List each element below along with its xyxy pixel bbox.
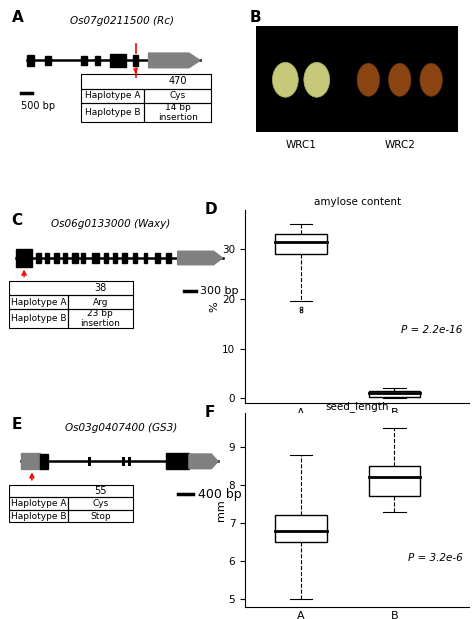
Text: 500 bp: 500 bp (21, 101, 55, 111)
Text: 300 bp: 300 bp (200, 286, 238, 296)
Polygon shape (148, 53, 200, 68)
Bar (64, 253, 67, 264)
Bar (155, 253, 160, 264)
Bar (46, 253, 49, 264)
Bar (68, 497, 133, 510)
Bar (9, 281, 133, 295)
Text: B: B (249, 10, 261, 25)
Text: E: E (12, 417, 22, 432)
Bar (68, 295, 133, 309)
Text: Arg: Arg (92, 298, 108, 306)
Bar (16, 249, 32, 267)
Text: 470: 470 (168, 76, 187, 86)
Bar (275, 516, 327, 542)
Bar (81, 89, 144, 103)
Y-axis label: mm: mm (216, 499, 226, 521)
Bar (369, 391, 420, 397)
Bar (9, 485, 133, 497)
Bar (133, 55, 138, 66)
Bar (9, 295, 68, 309)
Ellipse shape (357, 63, 380, 96)
Ellipse shape (273, 63, 298, 97)
Bar (55, 253, 59, 264)
Bar (144, 253, 147, 264)
Text: Haplotype A: Haplotype A (11, 298, 66, 306)
Bar (95, 56, 100, 65)
Bar (27, 55, 34, 66)
Y-axis label: %: % (210, 301, 219, 312)
Text: P = 2.2e-16: P = 2.2e-16 (401, 324, 463, 335)
Bar (144, 103, 211, 123)
Text: WRC2: WRC2 (384, 140, 415, 150)
Polygon shape (178, 251, 223, 265)
Text: Haplotype B: Haplotype B (11, 511, 66, 521)
Bar (122, 253, 127, 264)
Ellipse shape (420, 63, 442, 96)
Text: 23 bp
insertion: 23 bp insertion (81, 310, 120, 328)
Bar (81, 103, 144, 123)
Title: amylose content: amylose content (314, 197, 401, 207)
Text: D: D (205, 202, 217, 217)
Ellipse shape (389, 63, 411, 96)
Bar (68, 309, 133, 329)
Bar (81, 56, 87, 65)
Bar (36, 253, 41, 264)
Text: Haplotype B: Haplotype B (85, 108, 140, 117)
Text: 400 bp: 400 bp (198, 488, 241, 501)
Bar (81, 74, 211, 89)
Text: 14 bp
insertion: 14 bp insertion (158, 103, 198, 122)
Bar (128, 457, 131, 465)
Bar (46, 56, 51, 65)
Bar (40, 454, 47, 469)
Text: Haplotype B: Haplotype B (11, 314, 66, 323)
Text: Cys: Cys (92, 499, 109, 508)
Bar (9, 309, 68, 329)
Bar (68, 510, 133, 522)
Bar (275, 235, 327, 254)
Title: seed_length: seed_length (325, 400, 389, 412)
Text: 38: 38 (94, 284, 107, 293)
Text: 55: 55 (94, 486, 107, 496)
Bar (81, 253, 85, 264)
Text: Haplotype A: Haplotype A (85, 91, 140, 100)
Bar (113, 253, 117, 264)
Text: Os07g0211500 (Rc): Os07g0211500 (Rc) (70, 16, 173, 26)
Bar (104, 253, 108, 264)
Bar (110, 54, 126, 67)
Bar (256, 25, 458, 132)
Text: A: A (12, 10, 24, 25)
Bar (21, 453, 40, 469)
Ellipse shape (304, 63, 329, 97)
Text: Os03g0407400 (GS3): Os03g0407400 (GS3) (65, 423, 178, 433)
Bar (72, 253, 78, 264)
Bar (88, 457, 91, 465)
Text: F: F (205, 405, 215, 420)
Bar (166, 253, 171, 264)
Text: Cys: Cys (170, 91, 186, 100)
Bar (166, 453, 189, 469)
Bar (144, 89, 211, 103)
Text: C: C (12, 214, 23, 228)
Bar (9, 497, 68, 510)
Bar (92, 253, 99, 264)
Text: Stop: Stop (90, 511, 110, 521)
Bar (133, 253, 137, 264)
Bar (122, 457, 125, 465)
Text: Haplotype A: Haplotype A (11, 499, 66, 508)
Polygon shape (189, 454, 218, 469)
Bar (9, 510, 68, 522)
Text: Os06g0133000 (Waxy): Os06g0133000 (Waxy) (51, 219, 170, 229)
Text: P = 3.2e-6: P = 3.2e-6 (408, 553, 463, 563)
Bar (369, 466, 420, 496)
Text: WRC1: WRC1 (286, 140, 317, 150)
